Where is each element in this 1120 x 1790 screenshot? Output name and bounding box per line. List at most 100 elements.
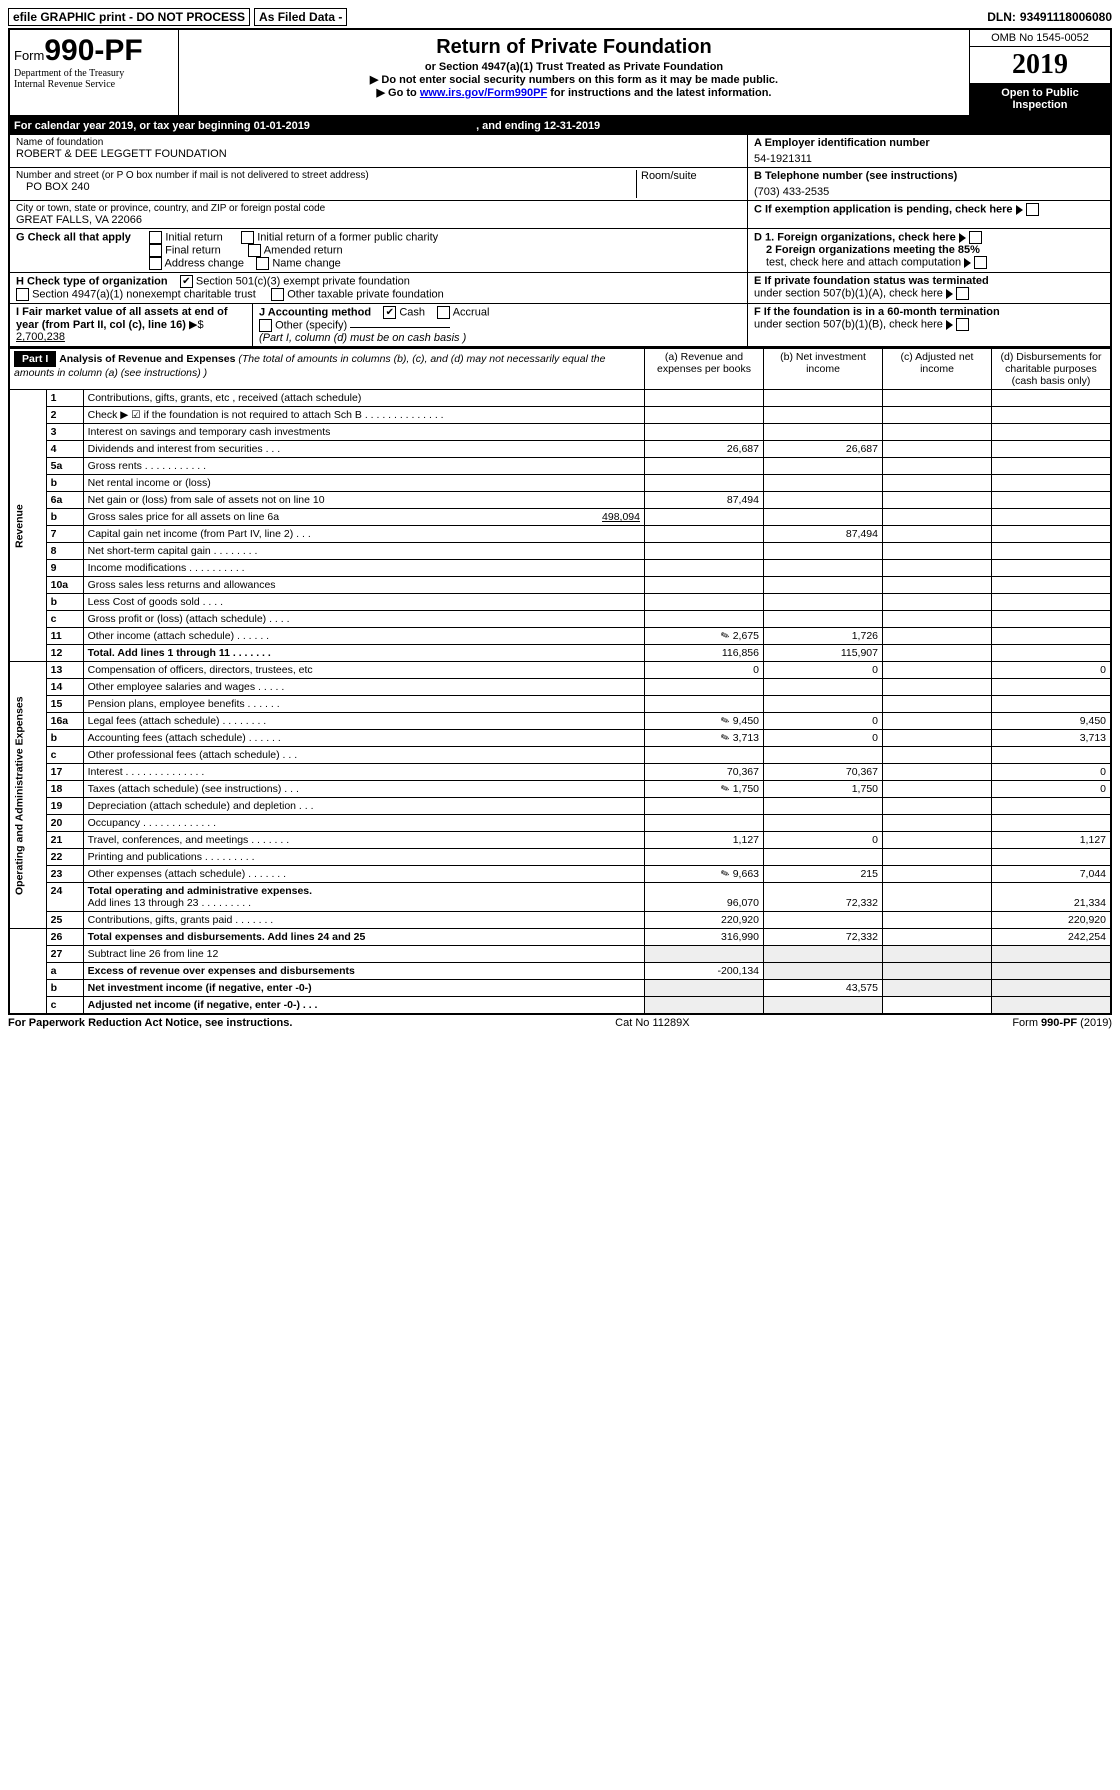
h-label: H Check type of organization bbox=[16, 275, 168, 287]
open-to-public: Open to Public Inspection bbox=[970, 83, 1110, 115]
h-4947-checkbox[interactable] bbox=[16, 288, 29, 301]
table-row: 2Check ▶ ☑ if the foundation is not requ… bbox=[9, 407, 1111, 424]
addr-value: PO BOX 240 bbox=[16, 181, 636, 193]
cat-no: Cat No 11289X bbox=[615, 1017, 689, 1029]
table-row: bGross sales price for all assets on lin… bbox=[9, 509, 1111, 526]
g-final-checkbox[interactable] bbox=[149, 244, 162, 257]
g-initial-checkbox[interactable] bbox=[149, 231, 162, 244]
form-note1: ▶ Do not enter social security numbers o… bbox=[183, 73, 965, 86]
form-note2: ▶ Go to www.irs.gov/Form990PF for instru… bbox=[183, 86, 965, 99]
j-other-checkbox[interactable] bbox=[259, 319, 272, 332]
table-row: 16aLegal fees (attach schedule) . . . . … bbox=[9, 713, 1111, 730]
ein-value: 54-1921311 bbox=[754, 149, 1104, 165]
form-subtitle: or Section 4947(a)(1) Trust Treated as P… bbox=[183, 61, 965, 73]
h-other-checkbox[interactable] bbox=[271, 288, 284, 301]
table-row: 17Interest . . . . . . . . . . . . . .70… bbox=[9, 764, 1111, 781]
table-row: 9Income modifications . . . . . . . . . … bbox=[9, 560, 1111, 577]
j-cash-checkbox[interactable]: ✔ bbox=[383, 306, 396, 319]
d2-checkbox[interactable] bbox=[974, 256, 987, 269]
dept-irs: Internal Revenue Service bbox=[14, 79, 174, 90]
expenses-label: Operating and Administrative Expenses bbox=[9, 662, 46, 929]
omb-number: OMB No 1545-0052 bbox=[970, 30, 1110, 47]
g-name-checkbox[interactable] bbox=[256, 257, 269, 270]
efile-box: efile GRAPHIC print - DO NOT PROCESS bbox=[8, 8, 250, 26]
arrow-icon bbox=[1016, 205, 1023, 215]
col-b-header: (b) Net investment income bbox=[764, 349, 883, 390]
table-row: bLess Cost of goods sold . . . . bbox=[9, 594, 1111, 611]
part1-title: Analysis of Revenue and Expenses bbox=[59, 353, 235, 365]
arrow-icon bbox=[946, 320, 953, 330]
c-checkbox[interactable] bbox=[1026, 203, 1039, 216]
g-address-checkbox[interactable] bbox=[149, 257, 162, 270]
table-row: bNet rental income or (loss) bbox=[9, 475, 1111, 492]
table-row: 5aGross rents . . . . . . . . . . . bbox=[9, 458, 1111, 475]
section-g-cell: G Check all that apply Initial return In… bbox=[10, 229, 748, 272]
table-row: aExcess of revenue over expenses and dis… bbox=[9, 963, 1111, 980]
table-row: 7Capital gain net income (from Part IV, … bbox=[9, 526, 1111, 543]
page-footer: For Paperwork Reduction Act Notice, see … bbox=[8, 1015, 1112, 1029]
c-label: C If exemption application is pending, c… bbox=[754, 203, 1013, 215]
e-checkbox[interactable] bbox=[956, 287, 969, 300]
arrow-icon bbox=[946, 289, 953, 299]
ein-cell: A Employer identification number 54-1921… bbox=[748, 135, 1110, 167]
phone-value: (703) 433-2535 bbox=[754, 182, 1104, 198]
form-title: Return of Private Foundation bbox=[183, 36, 965, 59]
city-cell: City or town, state or province, country… bbox=[10, 201, 748, 228]
table-row: 3Interest on savings and temporary cash … bbox=[9, 424, 1111, 441]
g-initial-former-checkbox[interactable] bbox=[241, 231, 254, 244]
section-j: J Accounting method ✔ Cash Accrual Other… bbox=[253, 304, 747, 346]
table-row: 15Pension plans, employee benefits . . .… bbox=[9, 696, 1111, 713]
table-row: 27Subtract line 26 from line 12 bbox=[9, 946, 1111, 963]
phone-label: B Telephone number (see instructions) bbox=[754, 170, 1104, 182]
table-row: 4Dividends and interest from securities … bbox=[9, 441, 1111, 458]
table-row: 21Travel, conferences, and meetings . . … bbox=[9, 832, 1111, 849]
form-header: Form990-PF Department of the Treasury In… bbox=[8, 30, 1112, 117]
dln-value: 93491118006080 bbox=[1020, 10, 1112, 24]
form-right-cell: OMB No 1545-0052 2019 Open to Public Ins… bbox=[969, 30, 1110, 115]
form-ref: Form 990-PF (2019) bbox=[1012, 1017, 1112, 1029]
paperwork-note: For Paperwork Reduction Act Notice, see … bbox=[8, 1017, 292, 1029]
pen-icon: ✎ bbox=[719, 867, 731, 881]
table-row: 12Total. Add lines 1 through 11 . . . . … bbox=[9, 645, 1111, 662]
irs-link[interactable]: www.irs.gov/Form990PF bbox=[420, 87, 547, 99]
g-amended-checkbox[interactable] bbox=[248, 244, 261, 257]
calendar-year-bar: For calendar year 2019, or tax year begi… bbox=[8, 117, 1112, 135]
table-row: 8Net short-term capital gain . . . . . .… bbox=[9, 543, 1111, 560]
arrow-icon bbox=[964, 258, 971, 268]
tax-year: 2019 bbox=[970, 47, 1110, 83]
table-row: 22Printing and publications . . . . . . … bbox=[9, 849, 1111, 866]
table-row: bNet investment income (if negative, ent… bbox=[9, 980, 1111, 997]
g-label: G Check all that apply bbox=[16, 231, 131, 243]
d1-checkbox[interactable] bbox=[969, 231, 982, 244]
identification-section: Name of foundation ROBERT & DEE LEGGETT … bbox=[8, 135, 1112, 348]
address-cell: Number and street (or P O box number if … bbox=[10, 168, 748, 200]
table-row: 11Other income (attach schedule) . . . .… bbox=[9, 628, 1111, 645]
section-h-cell: H Check type of organization ✔ Section 5… bbox=[10, 273, 748, 303]
h-501c3-checkbox[interactable]: ✔ bbox=[180, 275, 193, 288]
table-row: 24Total operating and administrative exp… bbox=[9, 883, 1111, 912]
col-d-header: (d) Disbursements for charitable purpose… bbox=[992, 349, 1112, 390]
form-number: Form990-PF bbox=[14, 34, 174, 68]
table-row: Revenue 1Contributions, gifts, grants, e… bbox=[9, 390, 1111, 407]
city-label: City or town, state or province, country… bbox=[16, 203, 741, 214]
addr-label: Number and street (or P O box number if … bbox=[16, 170, 636, 181]
phone-cell: B Telephone number (see instructions) (7… bbox=[748, 168, 1110, 200]
section-c-cell: C If exemption application is pending, c… bbox=[748, 201, 1110, 228]
table-row: bAccounting fees (attach schedule) . . .… bbox=[9, 730, 1111, 747]
ein-label: A Employer identification number bbox=[754, 137, 1104, 149]
section-ij-cell: I Fair market value of all assets at end… bbox=[10, 304, 748, 346]
section-f-cell: F If the foundation is in a 60-month ter… bbox=[748, 304, 1110, 346]
pen-icon: ✎ bbox=[719, 629, 731, 643]
j-accrual-checkbox[interactable] bbox=[437, 306, 450, 319]
section-i: I Fair market value of all assets at end… bbox=[10, 304, 253, 346]
f-checkbox[interactable] bbox=[956, 318, 969, 331]
table-row: 6aNet gain or (loss) from sale of assets… bbox=[9, 492, 1111, 509]
table-row: Operating and Administrative Expenses 13… bbox=[9, 662, 1111, 679]
section-d-cell: D 1. Foreign organizations, check here 2… bbox=[748, 229, 1110, 272]
foundation-name: ROBERT & DEE LEGGETT FOUNDATION bbox=[16, 148, 741, 160]
table-row: 18Taxes (attach schedule) (see instructi… bbox=[9, 781, 1111, 798]
city-value: GREAT FALLS, VA 22066 bbox=[16, 214, 741, 226]
room-label: Room/suite bbox=[636, 170, 741, 198]
table-row: 19Depreciation (attach schedule) and dep… bbox=[9, 798, 1111, 815]
table-row: 10aGross sales less returns and allowanc… bbox=[9, 577, 1111, 594]
